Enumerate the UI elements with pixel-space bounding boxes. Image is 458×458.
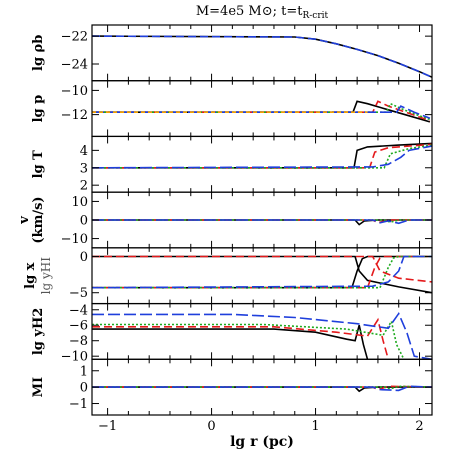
panel-p-series [92,100,431,123]
y-axis-label-rho: lg ρb [31,35,46,71]
y-axis-label-T: lg T [31,150,46,179]
series-T-black-0 [92,142,432,169]
chart-title-main: M=4e5 M⊙; t=t [196,4,303,19]
y-axis-label-v: v [17,216,32,225]
y-axis-label-yH2: lg yH2 [31,308,46,355]
panel-rho-frame [91,24,433,82]
y-axis-label-p: lg p [31,95,46,123]
y-tick-label-yH2: −4 [69,303,88,318]
chart-title-sub: R-crit [302,11,328,21]
y-tick-label-v: 10 [71,195,88,210]
y-tick-label-MI: −1 [69,397,88,412]
panel-x-series [92,255,432,294]
y-tick-label-rho: −22 [61,30,88,45]
y-tick-label-MI: 1 [80,364,88,379]
series-x-red-5 [92,255,432,283]
series-rho-blue-1 [92,35,432,78]
y-tick-label-yH2: −10 [61,350,88,365]
y-tick-label-yH2: −6 [69,319,88,334]
y-tick-label-v: 0 [80,214,88,229]
series-MI-blue-3 [92,385,432,392]
series-T-green-2 [92,144,432,169]
frame-layer [91,24,433,416]
panel-T-frame [91,135,433,193]
series-layer [92,35,432,393]
y-tick-label-MI: 0 [80,381,88,396]
panel-MI-series [92,385,432,393]
y-tick-label-x: −5 [69,286,88,301]
x-tick-label: 2 [415,419,423,434]
series-v-blue-3 [92,219,432,225]
panel-rho-series [92,35,432,78]
series-yH2-green-2 [92,319,405,360]
y-axis-label-MI: MI [31,377,46,397]
x-axis-label: lg r (pc) [230,434,294,450]
panel-yH2-series [92,311,432,360]
y-tick-label-rho: −24 [61,58,88,73]
x-tick-label: 1 [311,419,319,434]
series-x-blue-4 [92,255,432,289]
panel-p-frame [91,80,433,138]
y-axis-label2-x: lg yHI [39,257,53,295]
series-T-blue-3 [92,145,432,169]
y-tick-label-v: −10 [61,232,88,247]
y-axis-label2-v: (km/s) [31,196,46,243]
series-yH2-black-0 [92,324,369,360]
panel-T-series [92,142,432,169]
y-tick-label-yH2: −8 [69,334,88,349]
y-tick-label-T: 4 [80,144,88,159]
series-yH2-blue-3 [92,311,432,360]
series-yH2-red-1 [92,317,390,360]
y-tick-label-T: 2 [80,179,88,194]
series-p-red-1 [92,100,431,122]
y-tick-label-p: −12 [61,108,88,123]
y-tick-label-x: 0 [80,250,88,265]
series-x-green-3 [92,255,432,289]
panel-v-series [92,219,432,226]
x-tick-label: −1 [98,419,117,434]
y-tick-label-p: −10 [61,84,88,99]
series-T-red-1 [92,143,432,169]
y-axis-label-x: lg x [23,262,38,289]
x-tick-label: 0 [207,419,215,434]
y-tick-label-T: 3 [80,161,88,176]
chart-title: M=4e5 M⊙; t=tR-crit [196,4,329,21]
